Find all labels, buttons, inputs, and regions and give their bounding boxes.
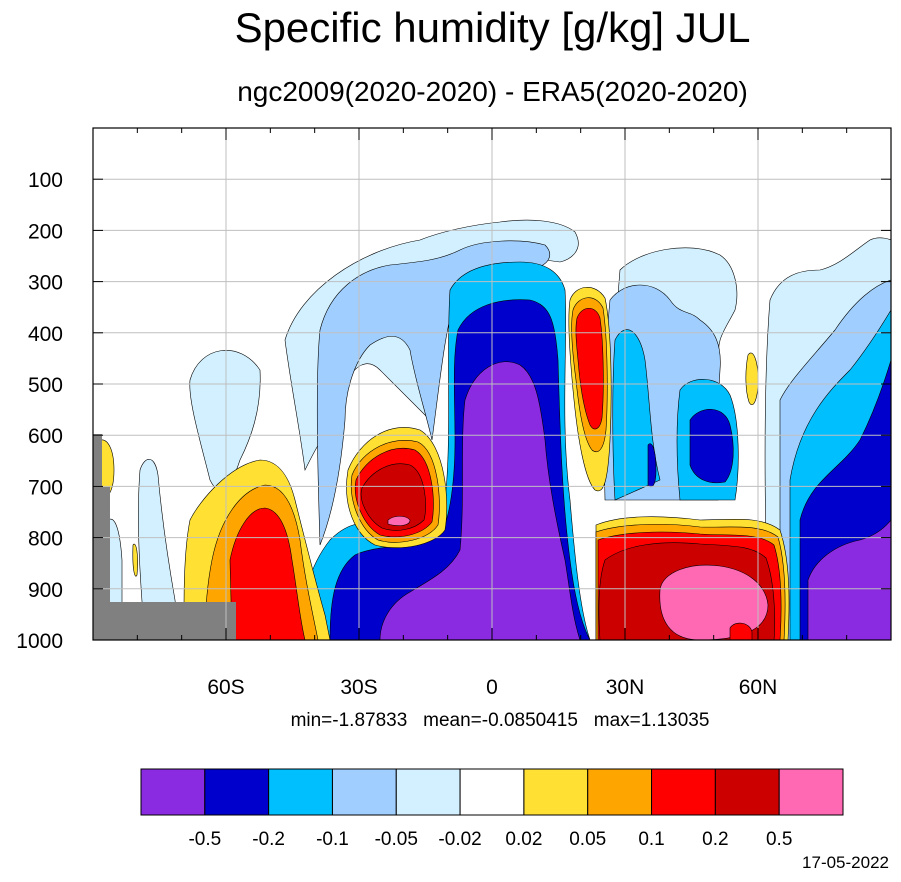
y-tick-label: 200 — [28, 220, 63, 243]
chart-title: Specific humidity [g/kg] JUL — [234, 4, 751, 51]
x-tick-label: 30S — [340, 676, 377, 699]
stats-mean-value: -0.0850415 — [481, 710, 578, 731]
colorbar-swatch — [459, 768, 525, 816]
region-red-column-north — [575, 307, 604, 430]
colorbar-level-label: 0.05 — [569, 829, 606, 850]
region-dark-blue-north-2 — [689, 409, 734, 484]
region-pink-north-lower — [659, 564, 769, 640]
plot-date: 17-05-2022 — [802, 853, 889, 872]
y-tick-label: 900 — [28, 579, 63, 602]
y-tick-label: 400 — [28, 323, 63, 346]
colorbar-swatch — [204, 768, 270, 816]
stats-line: min=-1.87833 mean=-0.0850415 max=1.13035 — [0, 710, 901, 732]
region-red-blob-north — [729, 622, 753, 640]
colorbar-level-label: 0.5 — [766, 829, 792, 850]
x-axis: 60S 30S 0 30N 60N — [92, 128, 892, 699]
colorbar-swatch — [523, 768, 589, 816]
y-tick-label: 1000 — [16, 630, 63, 653]
stats-max-value: 1.13035 — [640, 710, 710, 731]
colorbar-level-label: -0.02 — [438, 829, 481, 850]
terrain-mask — [93, 434, 236, 640]
x-tick-label: 60S — [207, 676, 244, 699]
colorbar-swatch — [778, 768, 844, 816]
region-darkred-cell-south — [360, 463, 426, 531]
colorbar-swatch — [268, 768, 333, 816]
colorbar-level-label: 0.02 — [505, 829, 542, 850]
stats-mean-label: mean= — [407, 710, 482, 731]
stats-min-label: min= — [290, 710, 333, 731]
colorbar-level-label: -0.1 — [316, 829, 349, 850]
region-pink-cell-south — [387, 515, 411, 526]
chart-subtitle: ngc2009(2020-2020) - ERA5(2020-2020) — [237, 76, 748, 107]
y-tick-label: 800 — [28, 528, 63, 551]
y-tick-label: 100 — [28, 169, 63, 192]
colorbar-level-label: 0.2 — [702, 829, 728, 850]
y-tick-label: 300 — [28, 272, 63, 295]
colorbar-swatch — [587, 768, 653, 816]
region-medium-blue-south — [316, 240, 550, 546]
colorbar-level-label: -0.05 — [375, 829, 418, 850]
stats-min-value: -1.87833 — [332, 710, 408, 731]
region-red-south — [229, 507, 306, 640]
x-tick-label: 0 — [486, 676, 498, 699]
colorbar-swatch — [651, 768, 716, 816]
region-yellow-blob-north — [745, 352, 759, 406]
region-light-blue-south — [189, 350, 261, 491]
colorbar-level-label: -0.5 — [188, 829, 221, 850]
region-yellow-tiny — [132, 543, 138, 577]
y-tick-label: 700 — [28, 476, 63, 499]
y-axis: 100 200 300 400 500 600 700 800 900 1000 — [16, 169, 891, 653]
colorbar-level-label: -0.2 — [252, 829, 285, 850]
x-tick-label: 60N — [739, 676, 778, 699]
colorbar-swatch — [714, 768, 780, 816]
x-tick-label: 30N — [606, 676, 645, 699]
colorbar-swatch — [395, 768, 461, 816]
y-tick-label: 600 — [28, 425, 63, 448]
colorbar: -0.5 -0.2 -0.1 -0.05 -0.02 0.02 0.05 0.1 0.2 0.5 — [140, 768, 844, 850]
colorbar-swatch — [140, 768, 206, 816]
colorbar-level-label: 0.1 — [638, 829, 664, 850]
stats-max-label: max= — [577, 710, 641, 731]
region-purple-tropical-core — [379, 361, 581, 640]
colorbar-swatch — [331, 768, 397, 816]
y-tick-label: 500 — [28, 374, 63, 397]
